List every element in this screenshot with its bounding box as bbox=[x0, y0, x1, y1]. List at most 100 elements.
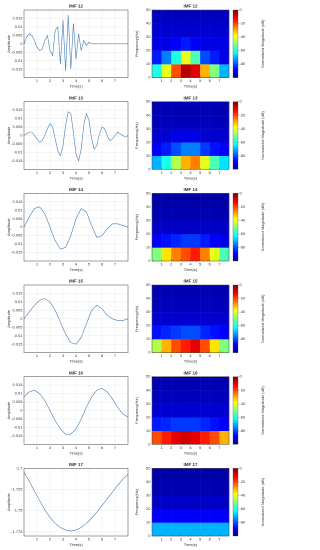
x-tick-label: 3 bbox=[62, 262, 65, 267]
colorbar-tick-label: -40 bbox=[240, 309, 247, 314]
heatmap-cell bbox=[209, 142, 220, 156]
y-tick-label: 0 bbox=[148, 533, 151, 538]
x-tick-label: 5 bbox=[88, 445, 91, 450]
heatmap-cell bbox=[161, 481, 172, 496]
heatmap-cell bbox=[200, 417, 210, 431]
y-tick-label: 0.005 bbox=[12, 307, 23, 312]
chart-title: IMF 14 bbox=[183, 187, 198, 192]
colorbar-tick-label: -20 bbox=[240, 204, 247, 209]
heatmap-cell bbox=[190, 64, 201, 78]
plot-frame bbox=[151, 9, 230, 78]
x-tick-label: 7 bbox=[218, 445, 221, 450]
heatmap-cell bbox=[171, 220, 182, 235]
heatmap-cell bbox=[219, 298, 230, 313]
x-tick-label: 2 bbox=[170, 445, 173, 450]
heatmap-cell bbox=[200, 220, 210, 235]
x-tick-label: 4 bbox=[75, 353, 78, 358]
y-tick-label: 10 bbox=[146, 428, 151, 433]
y-tick-label: -0.005 bbox=[11, 416, 23, 421]
y-tick-label: 20 bbox=[146, 323, 151, 328]
x-tick-label: 6 bbox=[209, 537, 212, 542]
x-tick-label: 1 bbox=[36, 537, 39, 542]
y-tick-label: 50 bbox=[146, 282, 151, 287]
plot-frame bbox=[151, 101, 230, 170]
colorbar-tick-label: -60 bbox=[240, 48, 247, 53]
x-tick-label: 5 bbox=[88, 78, 91, 83]
y-tick-label: 0 bbox=[20, 224, 23, 229]
heatmap-cell bbox=[219, 37, 230, 51]
heatmap-cell bbox=[200, 128, 210, 143]
colorbar-tick-label: 0 bbox=[240, 190, 243, 195]
heatmap-cell bbox=[171, 468, 182, 483]
heatmap-cell bbox=[209, 193, 220, 208]
heatmap-cell bbox=[190, 101, 201, 116]
x-tick-label: 5 bbox=[199, 262, 202, 267]
y-tick-label: 10 bbox=[146, 520, 151, 525]
heatmap-cell bbox=[152, 495, 162, 510]
heatmap-cell bbox=[161, 128, 172, 143]
heatmap-cell bbox=[180, 220, 191, 235]
x-tick-label: 4 bbox=[75, 78, 78, 83]
colorbar-label: Normalized Magnitude (dB) bbox=[260, 385, 265, 434]
y-tick-label: 30 bbox=[146, 34, 151, 39]
chart-title: IMF 15 bbox=[69, 279, 84, 284]
y-tick-label: 10 bbox=[146, 61, 151, 66]
heatmap-cell bbox=[190, 495, 201, 510]
heatmap-cell bbox=[209, 522, 220, 537]
heatmap-cell bbox=[171, 522, 182, 537]
heatmap-cell bbox=[180, 403, 191, 418]
heatmap-cell bbox=[190, 37, 201, 51]
heatmap-cell bbox=[161, 390, 172, 404]
heatmap-cell bbox=[190, 325, 201, 340]
heatmap-cell bbox=[171, 50, 182, 65]
heatmap-cell bbox=[200, 206, 210, 221]
heatmap-cell bbox=[171, 115, 182, 129]
heatmap-cell bbox=[180, 312, 191, 326]
y-tick-label: 20 bbox=[146, 139, 151, 144]
plot-frame bbox=[23, 376, 129, 445]
x-tick-label: 1 bbox=[36, 170, 39, 175]
heatmap-cell bbox=[190, 220, 201, 235]
heatmap-cell bbox=[219, 193, 230, 208]
heatmap-cell bbox=[161, 339, 172, 353]
heatmap-cell bbox=[219, 23, 230, 38]
heatmap-cell bbox=[180, 23, 191, 38]
plot-frame bbox=[23, 101, 129, 170]
y-tick-label: 0.01 bbox=[15, 299, 24, 304]
heatmap-cell bbox=[200, 37, 210, 51]
heatmap-cell bbox=[152, 233, 162, 248]
heatmap-cell bbox=[219, 206, 230, 221]
y-tick-label: 0.015 bbox=[12, 382, 23, 387]
heatmap-cell bbox=[200, 10, 210, 24]
plot-frame bbox=[23, 284, 129, 353]
heatmap-cell bbox=[209, 325, 220, 340]
y-tick-label: 0 bbox=[148, 258, 151, 263]
y-tick-label: 0.005 bbox=[12, 32, 23, 37]
x-tick-label: 6 bbox=[209, 78, 212, 83]
heatmap-cell bbox=[161, 468, 172, 483]
plot-frame bbox=[151, 468, 230, 537]
y-tick-label: 30 bbox=[146, 492, 151, 497]
y-tick-label: 30 bbox=[146, 401, 151, 406]
y-tick-label: 0.005 bbox=[12, 399, 23, 404]
x-tick-label: 2 bbox=[49, 170, 52, 175]
heatmap-cell bbox=[161, 142, 172, 156]
line-series bbox=[23, 206, 129, 250]
heatmap-cell bbox=[161, 430, 172, 445]
heatmap-cell bbox=[180, 10, 191, 24]
heatmap-cell bbox=[209, 390, 220, 404]
heatmap-cell bbox=[161, 220, 172, 235]
y-tick-label: 0.005 bbox=[12, 216, 23, 221]
colorbar-tick-label: -40 bbox=[240, 126, 247, 131]
heatmap-cell bbox=[180, 193, 191, 208]
x-tick-label: 6 bbox=[101, 537, 104, 542]
heatmap-cell bbox=[161, 417, 172, 431]
heatmap-cell bbox=[219, 220, 230, 235]
heatmap-cell bbox=[161, 285, 172, 299]
heatmap-cell bbox=[171, 325, 182, 340]
y-tick-label: -0.005 bbox=[11, 324, 23, 329]
colorbar-tick-label: -20 bbox=[240, 21, 247, 26]
y-tick-label: -0.005 bbox=[11, 233, 23, 238]
x-axis-label: Time(s) bbox=[69, 542, 83, 547]
x-tick-label: 4 bbox=[189, 537, 192, 542]
